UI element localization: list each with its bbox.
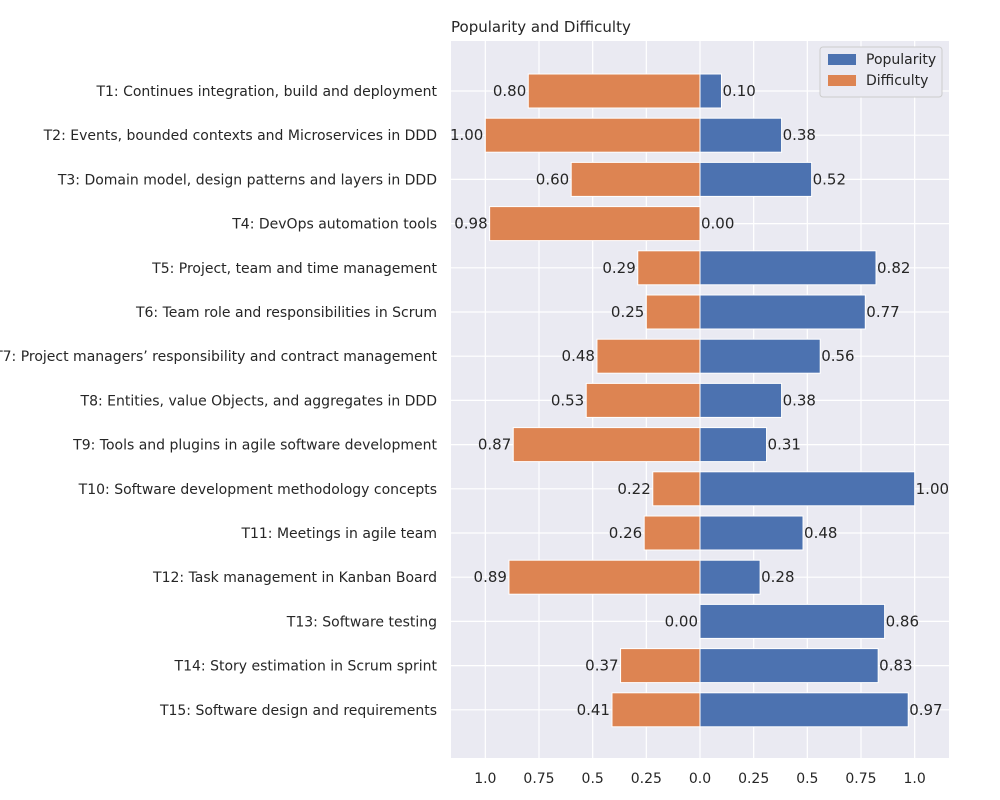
category-label-14: T14: Story estimation in Scrum sprint [174, 659, 438, 675]
bar-popularity-2 [699, 117, 783, 153]
value-label-popularity-9: 0.31 [768, 436, 801, 454]
value-label-popularity-13: 0.86 [886, 612, 919, 630]
x-tick-label-6: 0.5 [796, 771, 818, 787]
bar-popularity-10 [699, 471, 916, 507]
legend-label-difficulty: Difficulty [866, 73, 928, 89]
category-label-11: T11: Meetings in agile team [240, 526, 437, 542]
category-label-15: T15: Software design and requirements [159, 703, 437, 719]
bar-popularity-14 [699, 648, 879, 684]
value-label-popularity-1: 0.10 [722, 82, 755, 100]
x-tick-label-1: 0.75 [523, 771, 554, 787]
value-label-difficulty-1: 0.80 [493, 82, 526, 100]
value-label-popularity-10: 1.00 [916, 480, 949, 498]
legend-swatch-difficulty [828, 75, 856, 86]
x-tick-label-2: 0.5 [582, 771, 604, 787]
bar-difficulty-15 [611, 692, 701, 728]
x-tick-label-7: 0.75 [845, 771, 876, 787]
bar-popularity-1 [699, 73, 722, 109]
value-label-difficulty-10: 0.22 [617, 480, 650, 498]
chart-title: Popularity and Difficulty [451, 18, 631, 36]
bar-popularity-8 [699, 382, 783, 418]
value-label-difficulty-3: 0.60 [536, 170, 569, 188]
value-label-popularity-3: 0.52 [813, 170, 846, 188]
value-label-difficulty-6: 0.25 [611, 303, 644, 321]
bar-popularity-7 [699, 338, 821, 374]
category-label-4: T4: DevOps automation tools [231, 217, 437, 233]
bar-difficulty-10 [652, 471, 701, 507]
x-tick-label-3: 0.25 [631, 771, 662, 787]
bar-popularity-13 [699, 603, 886, 639]
bar-difficulty-5 [637, 250, 701, 286]
bar-difficulty-3 [570, 161, 701, 197]
bar-popularity-12 [699, 559, 761, 595]
value-label-popularity-15: 0.97 [909, 701, 942, 719]
bar-difficulty-7 [596, 338, 701, 374]
value-label-difficulty-8: 0.53 [551, 391, 584, 409]
legend: Popularity Difficulty [819, 46, 943, 98]
bar-difficulty-1 [527, 73, 701, 109]
category-labels: T1: Continues integration, build and dep… [0, 84, 438, 719]
category-label-3: T3: Domain model, design patterns and la… [57, 172, 437, 188]
x-tick-labels: 1.0 0.75 0.5 0.25 0.0 0.25 0.5 0.75 1.0 [474, 771, 926, 787]
value-label-difficulty-7: 0.48 [562, 347, 595, 365]
value-label-difficulty-11: 0.26 [609, 524, 642, 542]
value-label-difficulty-14: 0.37 [585, 657, 618, 675]
category-label-1: T1: Continues integration, build and dep… [95, 84, 437, 100]
category-label-7: T7: Project managers’ responsibility and… [0, 349, 437, 365]
bar-popularity-3 [699, 161, 813, 197]
bars [484, 73, 916, 728]
bar-popularity-5 [699, 250, 877, 286]
bar-popularity-9 [699, 427, 768, 463]
value-label-popularity-5: 0.82 [877, 259, 910, 277]
category-label-13: T13: Software testing [286, 614, 437, 630]
bar-difficulty-2 [484, 117, 701, 153]
x-tick-label-8: 1.0 [904, 771, 926, 787]
legend-label-popularity: Popularity [866, 52, 936, 68]
bar-popularity-6 [699, 294, 866, 330]
value-label-difficulty-5: 0.29 [602, 259, 635, 277]
category-label-12: T12: Task management in Kanban Board [152, 570, 437, 586]
value-label-difficulty-9: 0.87 [478, 436, 511, 454]
legend-swatch-popularity [828, 54, 856, 65]
bar-difficulty-8 [585, 382, 701, 418]
value-labels: 0.10 0.38 0.52 0.00 0.82 0.77 0.56 0.38 0.31 1.00… [450, 82, 949, 719]
bar-popularity-15 [699, 692, 909, 728]
value-label-popularity-7: 0.56 [821, 347, 854, 365]
x-tick-label-4: 0.0 [689, 771, 711, 787]
value-label-difficulty-4: 0.98 [454, 215, 487, 233]
value-label-popularity-11: 0.48 [804, 524, 837, 542]
value-label-popularity-12: 0.28 [761, 568, 794, 586]
value-label-popularity-2: 0.38 [783, 126, 816, 144]
bar-difficulty-14 [620, 648, 701, 684]
bar-difficulty-9 [512, 427, 701, 463]
x-tick-label-5: 0.25 [738, 771, 769, 787]
value-label-difficulty-2: 1.00 [450, 126, 483, 144]
category-label-8: T8: Entities, value Objects, and aggrega… [80, 393, 437, 409]
value-label-popularity-6: 0.77 [866, 303, 899, 321]
category-label-6: T6: Team role and responsibilities in Sc… [135, 305, 437, 321]
category-label-5: T5: Project, team and time management [151, 261, 437, 277]
bar-difficulty-12 [508, 559, 701, 595]
value-label-popularity-8: 0.38 [783, 391, 816, 409]
category-label-10: T10: Software development methodology co… [78, 482, 437, 498]
value-label-difficulty-12: 0.89 [474, 568, 507, 586]
x-tick-label-0: 1.0 [474, 771, 496, 787]
bar-difficulty-6 [645, 294, 701, 330]
bar-popularity-11 [699, 515, 804, 551]
value-label-difficulty-13: 0.00 [665, 612, 698, 630]
category-label-9: T9: Tools and plugins in agile software … [72, 438, 437, 454]
bar-difficulty-11 [643, 515, 701, 551]
value-label-difficulty-15: 0.41 [577, 701, 610, 719]
category-label-2: T2: Events, bounded contexts and Microse… [43, 128, 437, 144]
bar-difficulty-4 [489, 206, 701, 242]
value-label-popularity-4: 0.00 [701, 215, 734, 233]
value-label-popularity-14: 0.83 [879, 657, 912, 675]
